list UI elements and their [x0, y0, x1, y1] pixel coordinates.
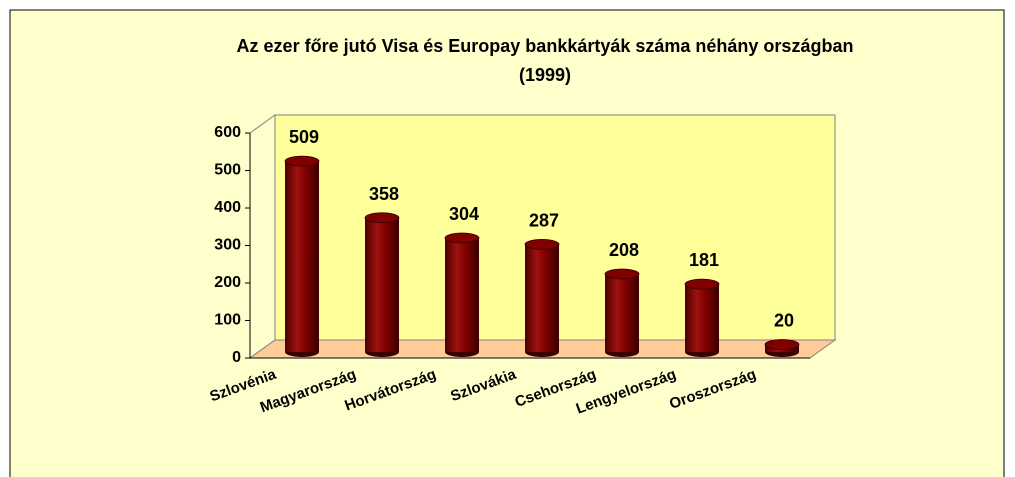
bar: [445, 238, 479, 352]
bar-group: [444, 232, 480, 357]
y-tick-label: 200: [214, 274, 241, 291]
data-label: 509: [289, 127, 319, 147]
y-tick-label: 600: [214, 124, 241, 141]
y-tick-label: 400: [214, 199, 241, 216]
chart-title: Az ezer főre jutó Visa és Europay bankká…: [237, 36, 854, 56]
bar-top: [684, 278, 720, 290]
bar: [525, 244, 559, 352]
bar: [365, 217, 399, 352]
chart-subtitle: (1999): [519, 65, 571, 85]
bar-group: [284, 155, 320, 357]
data-label: 20: [774, 311, 794, 331]
bar-top: [364, 212, 400, 224]
data-label: 358: [369, 184, 399, 204]
bar-group: [524, 238, 560, 357]
bar: [605, 274, 639, 352]
bar-top: [764, 339, 800, 350]
bar-top: [444, 232, 480, 244]
bar-group: [764, 339, 800, 357]
data-label: 304: [449, 204, 479, 224]
bar-group: [604, 268, 640, 357]
y-tick-label: 100: [214, 312, 241, 329]
bar-top: [284, 155, 320, 167]
bar: [285, 161, 319, 352]
bar: [685, 284, 719, 352]
y-tick-label: 0: [232, 349, 241, 366]
bar-top: [524, 238, 560, 250]
bar-group: [684, 278, 720, 357]
bar-top: [604, 268, 640, 280]
data-label: 181: [689, 250, 719, 270]
y-tick-label: 500: [214, 162, 241, 179]
data-label: 208: [609, 240, 639, 260]
y-tick-label: 300: [214, 237, 241, 254]
bar-group: [364, 212, 400, 357]
data-label: 287: [529, 210, 559, 230]
